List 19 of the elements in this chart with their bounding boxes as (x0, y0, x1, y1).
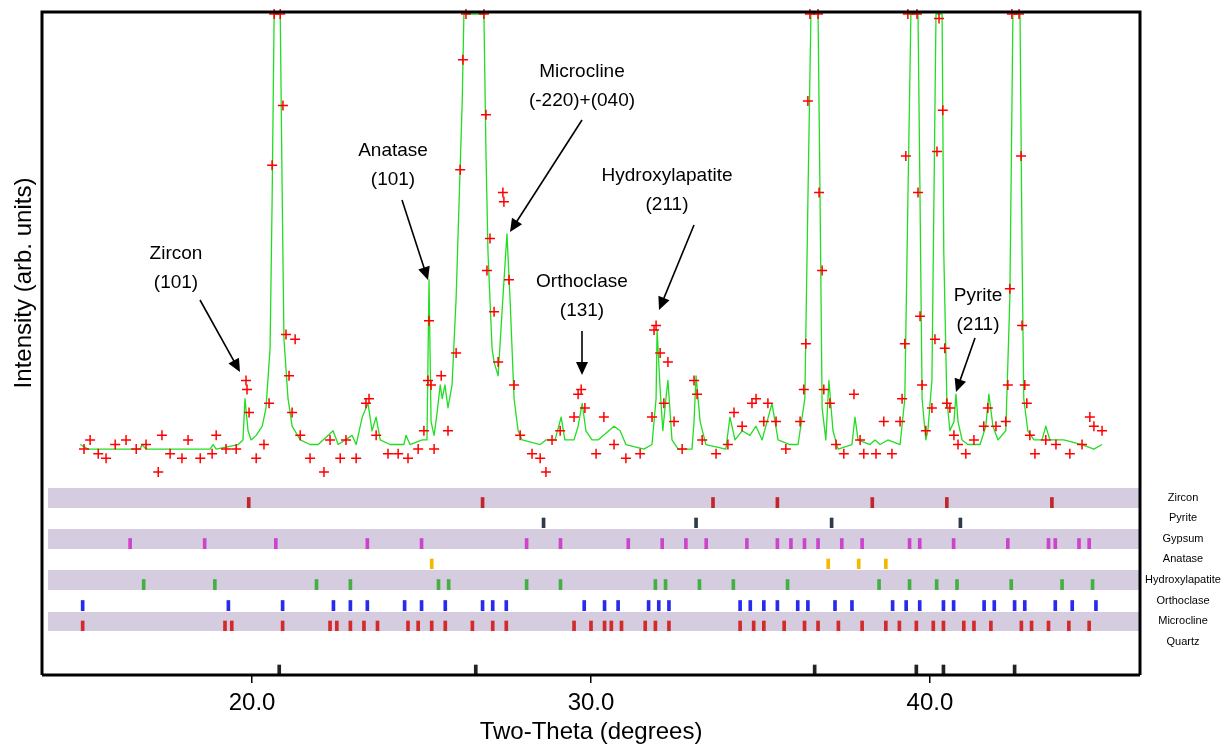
text: Orthoclase (1156, 593, 1210, 606)
y-axis-title: Intensity (arb. units) (8, 177, 36, 389)
text: Gypsum (1162, 531, 1204, 544)
text: Zircon (1167, 490, 1199, 503)
text: Anatase (1162, 552, 1204, 565)
annotation: Pyrite (211) (953, 283, 1003, 334)
text: Microcline (1158, 614, 1208, 627)
annotation: Hydroxylapatite (211) (601, 163, 733, 214)
annotation: Anatase (101) (358, 138, 428, 189)
x-tick-label: 30.0 (567, 688, 615, 716)
annotation: Zircon (101) (149, 241, 203, 292)
x-tick-label: 20.0 (228, 688, 276, 716)
x-axis-title: Two-Theta (degrees) (479, 717, 703, 745)
text: Pyrite (1168, 511, 1198, 524)
annotation: Microcline (-220)+(040) (528, 59, 636, 110)
text: Quartz (1166, 634, 1200, 647)
x-tick-label: 40.0 (906, 688, 954, 716)
annotation: Orthoclase (131) (536, 269, 628, 320)
text: Hydroxylapatite (1145, 572, 1221, 585)
